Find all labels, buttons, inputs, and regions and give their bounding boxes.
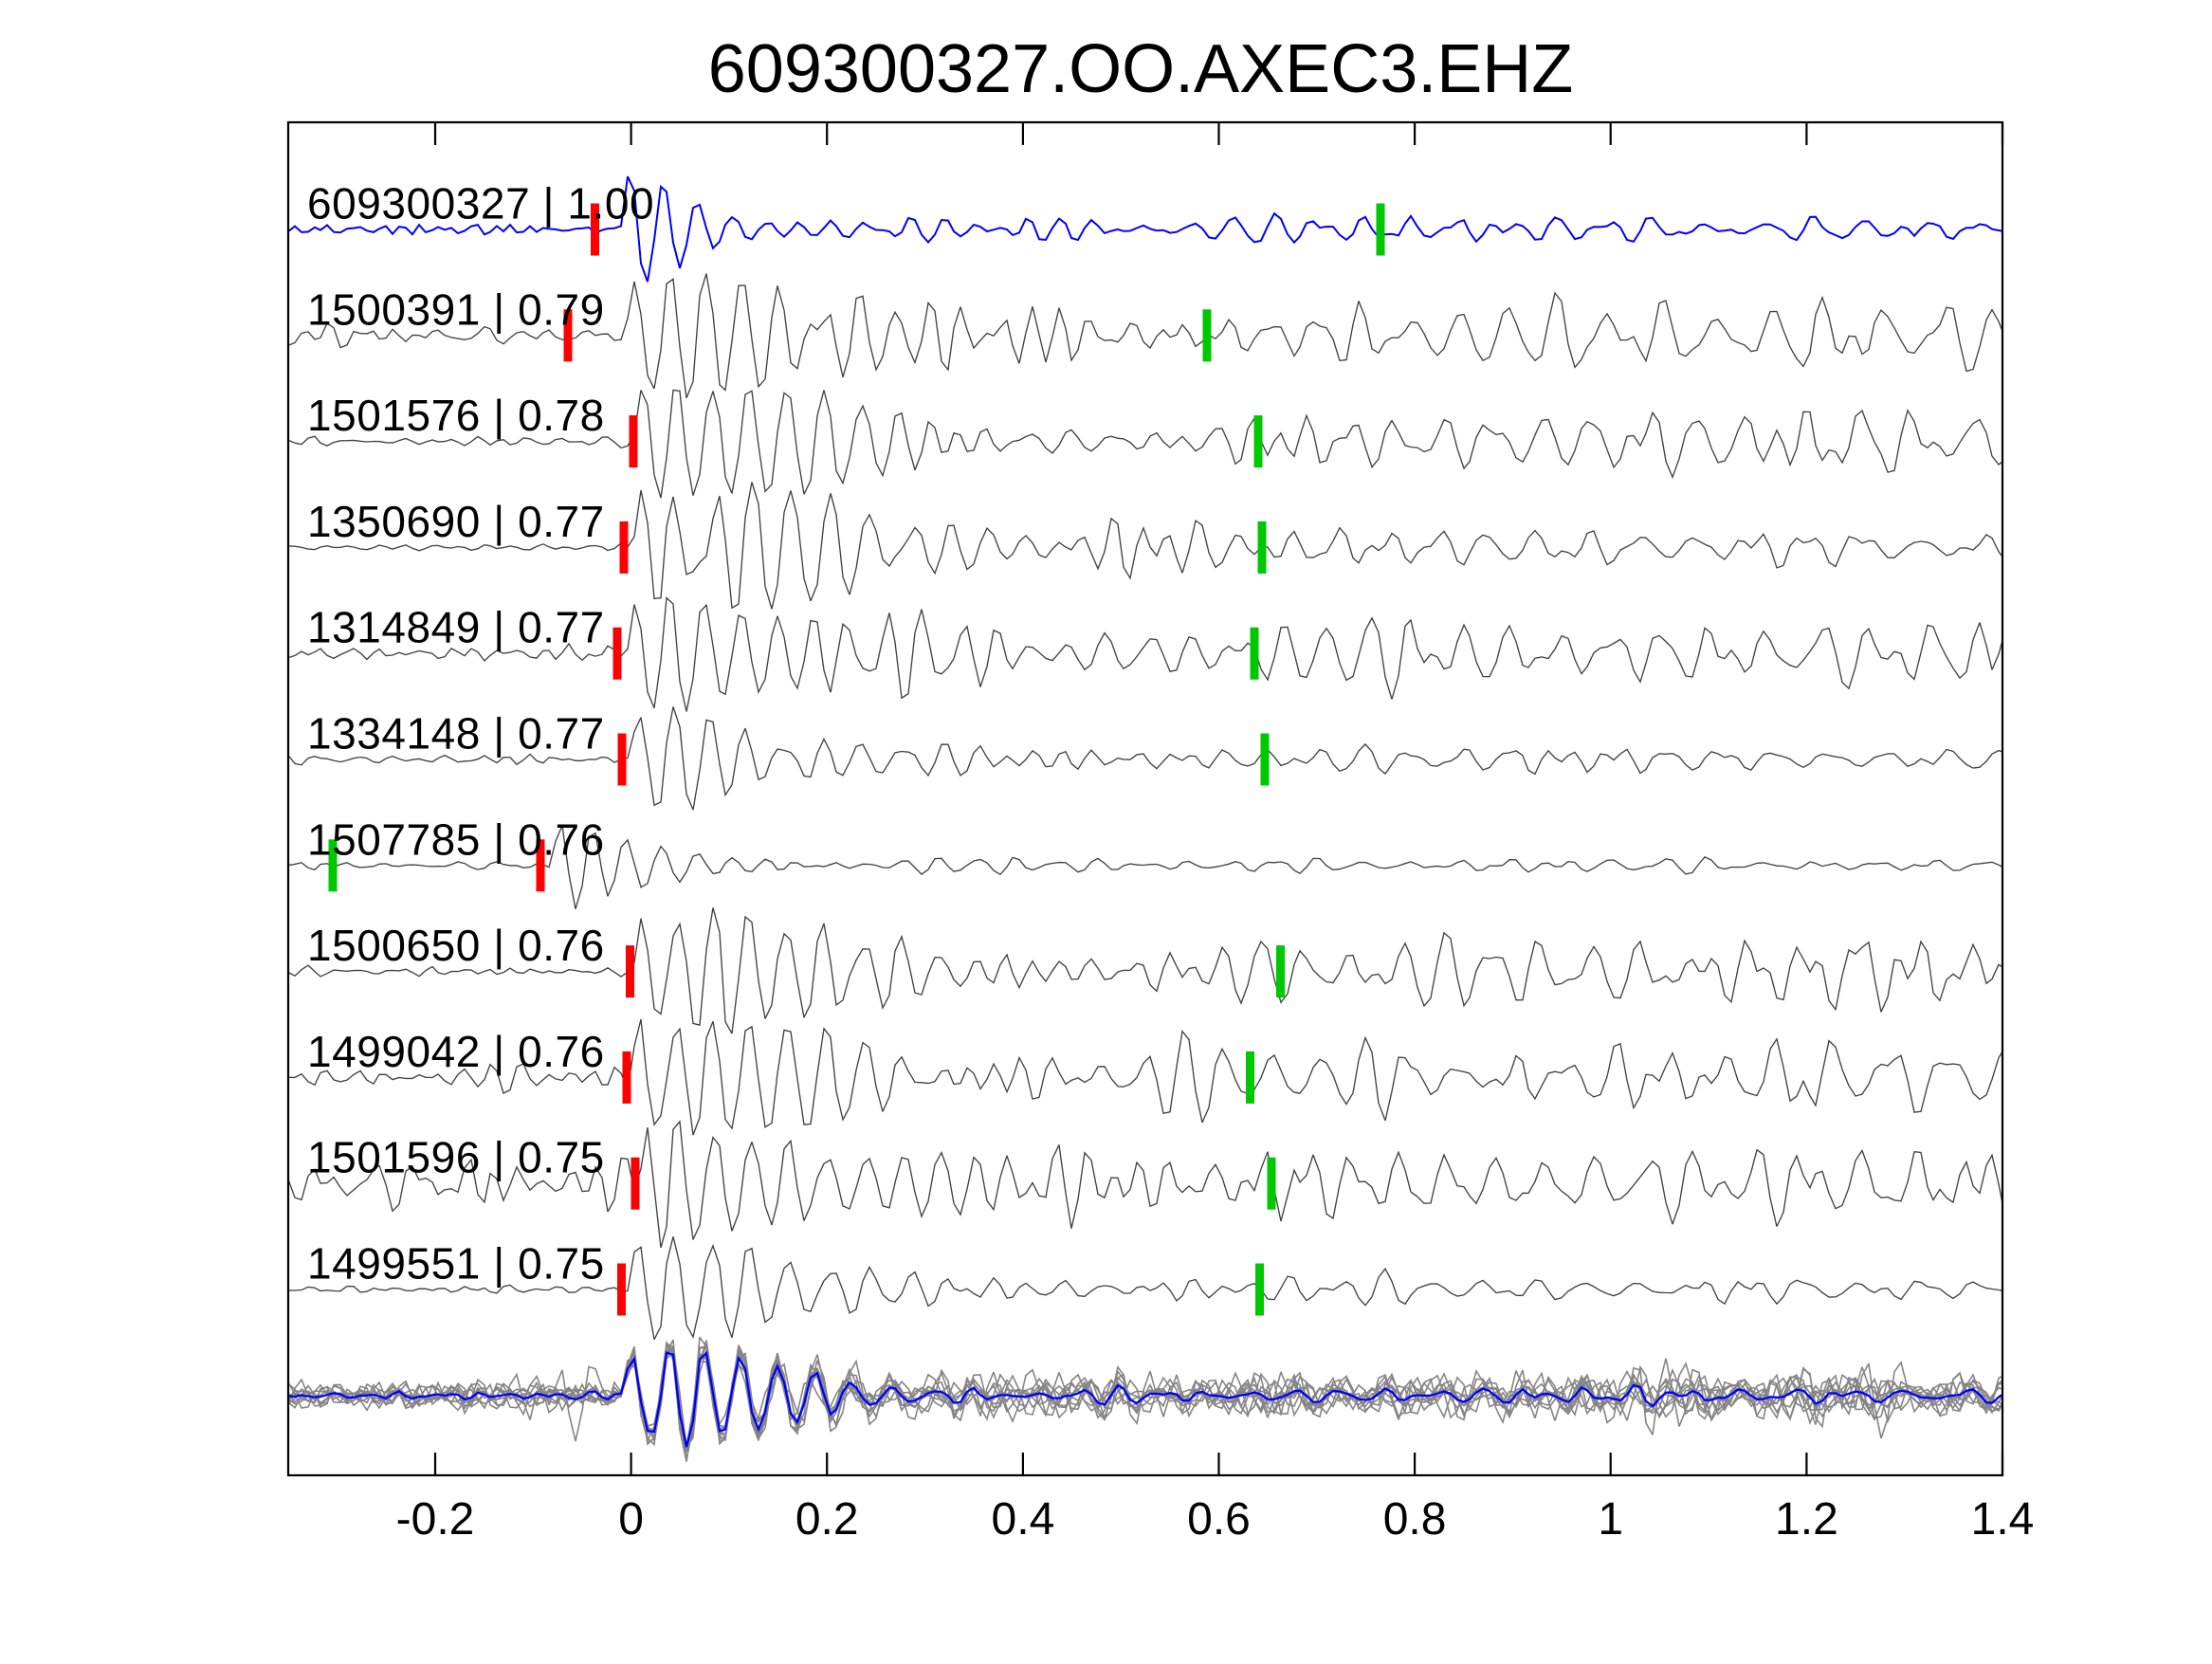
svg-text:0.6: 0.6 bbox=[1187, 1494, 1251, 1545]
svg-text:1334148 | 0.77: 1334148 | 0.77 bbox=[307, 709, 605, 759]
svg-text:-0.2: -0.2 bbox=[396, 1494, 475, 1545]
svg-text:1499042 | 0.76: 1499042 | 0.76 bbox=[307, 1027, 605, 1076]
svg-text:609300327.OO.AXEC3.EHZ: 609300327.OO.AXEC3.EHZ bbox=[708, 31, 1574, 107]
svg-text:1499551 | 0.75: 1499551 | 0.75 bbox=[307, 1239, 605, 1289]
svg-text:1.4: 1.4 bbox=[1971, 1494, 2035, 1545]
svg-text:0.8: 0.8 bbox=[1383, 1494, 1447, 1545]
svg-text:1501576 | 0.78: 1501576 | 0.78 bbox=[307, 391, 605, 440]
svg-text:609300327 | 1.00: 609300327 | 1.00 bbox=[307, 179, 654, 229]
svg-text:1314849 | 0.77: 1314849 | 0.77 bbox=[307, 603, 605, 652]
svg-text:1350690 | 0.77: 1350690 | 0.77 bbox=[307, 497, 605, 546]
svg-text:1500391 | 0.79: 1500391 | 0.79 bbox=[307, 284, 605, 334]
svg-text:1500650 | 0.76: 1500650 | 0.76 bbox=[307, 921, 605, 970]
svg-text:1.2: 1.2 bbox=[1775, 1494, 1838, 1545]
svg-text:0.4: 0.4 bbox=[992, 1494, 1055, 1545]
svg-text:0.2: 0.2 bbox=[795, 1494, 859, 1545]
svg-text:1: 1 bbox=[1598, 1494, 1623, 1545]
svg-text:1501596 | 0.75: 1501596 | 0.75 bbox=[307, 1133, 605, 1182]
svg-text:0: 0 bbox=[618, 1494, 644, 1545]
svg-text:1507785 | 0.76: 1507785 | 0.76 bbox=[307, 814, 605, 864]
